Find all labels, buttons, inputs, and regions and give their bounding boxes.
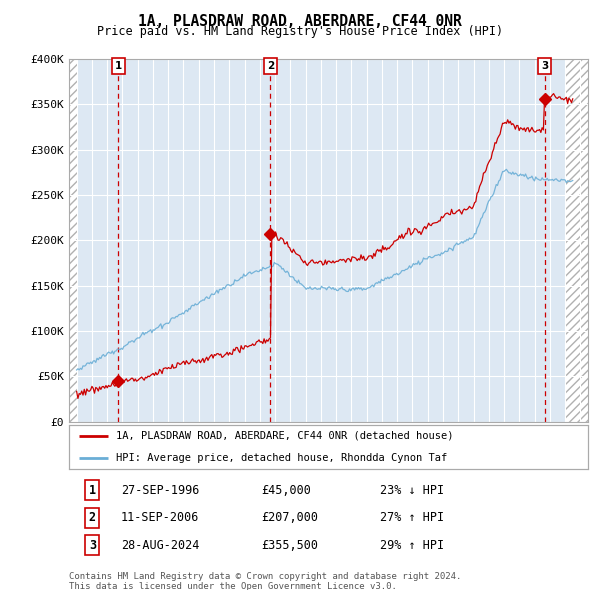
Text: 23% ↓ HPI: 23% ↓ HPI	[380, 484, 445, 497]
Bar	[565, 59, 588, 422]
Text: This data is licensed under the Open Government Licence v3.0.: This data is licensed under the Open Gov…	[69, 582, 397, 590]
Text: 27% ↑ HPI: 27% ↑ HPI	[380, 511, 445, 525]
Text: 1: 1	[115, 61, 122, 71]
Text: 11-SEP-2006: 11-SEP-2006	[121, 511, 199, 525]
Text: £355,500: £355,500	[261, 539, 318, 552]
Text: Contains HM Land Registry data © Crown copyright and database right 2024.: Contains HM Land Registry data © Crown c…	[69, 572, 461, 581]
Text: 29% ↑ HPI: 29% ↑ HPI	[380, 539, 445, 552]
Text: 1: 1	[89, 484, 96, 497]
Text: 27-SEP-1996: 27-SEP-1996	[121, 484, 199, 497]
Text: £207,000: £207,000	[261, 511, 318, 525]
Text: £45,000: £45,000	[261, 484, 311, 497]
Bar	[69, 59, 77, 422]
Text: 2: 2	[267, 61, 274, 71]
Text: 2: 2	[89, 511, 96, 525]
Text: 1A, PLASDRAW ROAD, ABERDARE, CF44 0NR: 1A, PLASDRAW ROAD, ABERDARE, CF44 0NR	[138, 14, 462, 29]
Text: HPI: Average price, detached house, Rhondda Cynon Taf: HPI: Average price, detached house, Rhon…	[116, 453, 447, 463]
Text: 3: 3	[541, 61, 548, 71]
Text: 28-AUG-2024: 28-AUG-2024	[121, 539, 199, 552]
Text: 3: 3	[89, 539, 96, 552]
Text: 1A, PLASDRAW ROAD, ABERDARE, CF44 0NR (detached house): 1A, PLASDRAW ROAD, ABERDARE, CF44 0NR (d…	[116, 431, 453, 441]
Text: Price paid vs. HM Land Registry's House Price Index (HPI): Price paid vs. HM Land Registry's House …	[97, 25, 503, 38]
